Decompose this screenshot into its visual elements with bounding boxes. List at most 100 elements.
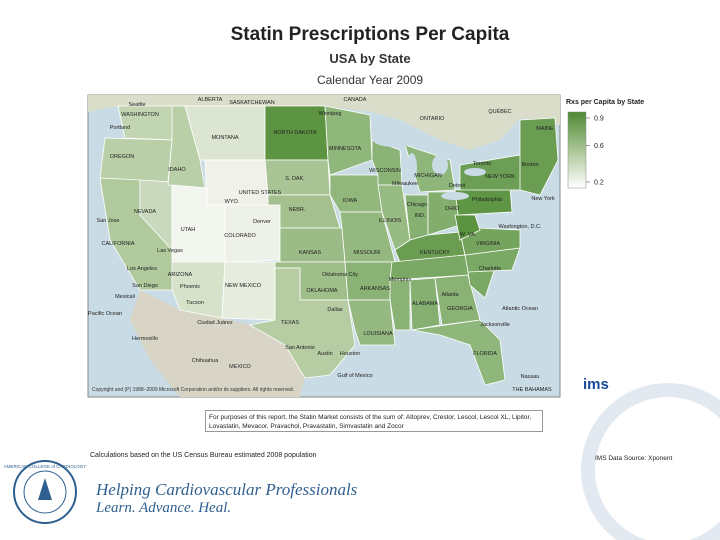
map-label: Milwaukee <box>392 181 418 187</box>
map-label: Portland <box>110 125 131 131</box>
map-label: COLORADO <box>224 233 256 239</box>
map-label: CALIFORNIA <box>101 241 134 247</box>
map-label: NEVADA <box>134 209 157 215</box>
map-label: Austin <box>317 351 332 357</box>
market-note: For purposes of this report, the Statin … <box>205 410 543 432</box>
map-label: MISSOURI <box>353 250 381 256</box>
map-label: NEW MEXICO <box>225 283 262 289</box>
map-label: UNITED STATES <box>239 190 282 196</box>
motto: Learn. Advance. Heal. <box>96 500 232 516</box>
period: Calendar Year 2009 <box>316 73 424 87</box>
subtitle: USA by State <box>329 51 411 66</box>
ims-logo: ims <box>583 376 609 393</box>
map-label: Pacific Ocean <box>88 311 122 317</box>
map-label: ALBERTA <box>198 97 223 103</box>
map-label: SASKATCHEWAN <box>229 100 275 106</box>
map-label: NEBR. <box>289 207 306 213</box>
title: Statin Prescriptions Per Capita <box>230 24 510 45</box>
legend-scale <box>567 111 587 189</box>
map-label: OHIO <box>445 206 460 212</box>
map-label: OKLAHOMA <box>306 288 338 294</box>
states <box>99 105 559 386</box>
map-label: THE BAHAMAS <box>512 387 552 393</box>
map-label: MICHIGAN <box>414 173 442 179</box>
map-label: IOWA <box>343 198 358 204</box>
map: ALBERTA SASKATCHEWAN CANADA Winnipeg ONTARIO… <box>87 94 561 398</box>
map-label: Atlanta <box>441 292 459 298</box>
map-copyright: Copyright and (P) 1988–2009 Microsoft Co… <box>92 387 294 393</box>
map-label: Dallas <box>327 307 343 313</box>
map-label: Washington, D.C. <box>499 224 542 230</box>
map-label: WASHINGTON <box>121 112 159 118</box>
map-label: ARIZONA <box>168 272 193 278</box>
legend-title: Rxs per Capita by State <box>566 99 644 106</box>
map-label: TEXAS <box>281 320 299 326</box>
mexico <box>130 290 305 397</box>
map-label: Tucson <box>186 300 204 306</box>
map-label: W. VA. <box>460 232 477 238</box>
legend-tick-label: 0.6 <box>594 143 604 150</box>
map-label: MONTANA <box>211 135 238 141</box>
map-label: FLORIDA <box>473 351 497 357</box>
map-label: Seattle <box>128 102 145 108</box>
map-label: Gulf of Mexico <box>337 373 372 379</box>
map-label: WISCONSIN <box>369 168 401 174</box>
lakes <box>373 133 486 200</box>
map-label: NORTH DAKOTA <box>273 130 317 136</box>
map-label: IDAHO <box>168 167 186 173</box>
canada <box>88 95 560 150</box>
map-label: NEW YORK <box>485 174 515 180</box>
map-label: Charlotte <box>479 266 501 272</box>
map-label: Winnipeg <box>319 111 342 117</box>
map-label: Jacksonville <box>480 322 510 328</box>
map-label: MINNESOTA <box>329 146 362 152</box>
map-label: Toronto <box>473 161 491 167</box>
calculation-note: Calculations based on the US Census Bure… <box>90 452 317 459</box>
map-label: QUÉBEC <box>488 108 511 115</box>
map-label: ARKANSAS <box>360 286 390 292</box>
map-label: San Jose <box>97 218 120 224</box>
map-label: WYO. <box>225 199 240 205</box>
map-label: San Diego <box>132 283 158 289</box>
map-label: Denver <box>253 219 271 225</box>
map-label: VIRGINIA <box>476 241 500 247</box>
map-label: Philadelphia <box>472 197 503 203</box>
map-label: Las Vegas <box>157 248 183 254</box>
legend-tick-label: 0.2 <box>594 180 604 187</box>
map-label: Chicago <box>407 202 427 208</box>
map-label: Houston <box>340 351 361 357</box>
map-label: Mexicali <box>115 294 135 300</box>
map-label: Los Angeles <box>127 266 157 272</box>
map-label: San Antonio <box>285 345 315 351</box>
data-source: IMS Data Source: Xponent <box>595 455 673 462</box>
map-label: ONTARIO <box>420 116 445 122</box>
map-label: MEXICO <box>229 364 251 370</box>
map-label: LOUISIANA <box>363 331 393 337</box>
map-label: KANSAS <box>299 250 322 256</box>
map-label: New York <box>531 196 554 202</box>
legend-tick-label: 0.9 <box>594 116 604 123</box>
map-label: Memphis <box>389 277 412 283</box>
map-label: Boston <box>521 162 538 168</box>
seal-text: AMERICAN COLLEGE of CARDIOLOGY <box>4 464 87 469</box>
map-label: UTAH <box>181 227 196 233</box>
map-label: Oklahoma City <box>322 272 358 278</box>
map-label: Chihuahua <box>192 358 220 364</box>
map-label: Hermosillo <box>132 336 158 342</box>
tagline: Helping Cardiovascular Professionals <box>96 480 358 499</box>
map-label: MAINE <box>536 126 554 132</box>
map-label: Nassau <box>521 374 540 380</box>
map-label: ILLINOIS <box>379 218 402 224</box>
map-label: Detroit <box>449 183 466 189</box>
map-label: KENTUCKY <box>420 250 450 256</box>
map-label: Phoenix <box>180 284 200 290</box>
map-label: CANADA <box>344 97 367 103</box>
map-label: ALABAMA <box>412 301 438 307</box>
map-label: OREGON <box>110 154 134 160</box>
map-label: GEORGIA <box>447 306 473 312</box>
map-label: Atlantic Ocean <box>502 306 538 312</box>
map-label: S. DAK. <box>285 176 305 182</box>
map-label: IND. <box>415 213 426 219</box>
